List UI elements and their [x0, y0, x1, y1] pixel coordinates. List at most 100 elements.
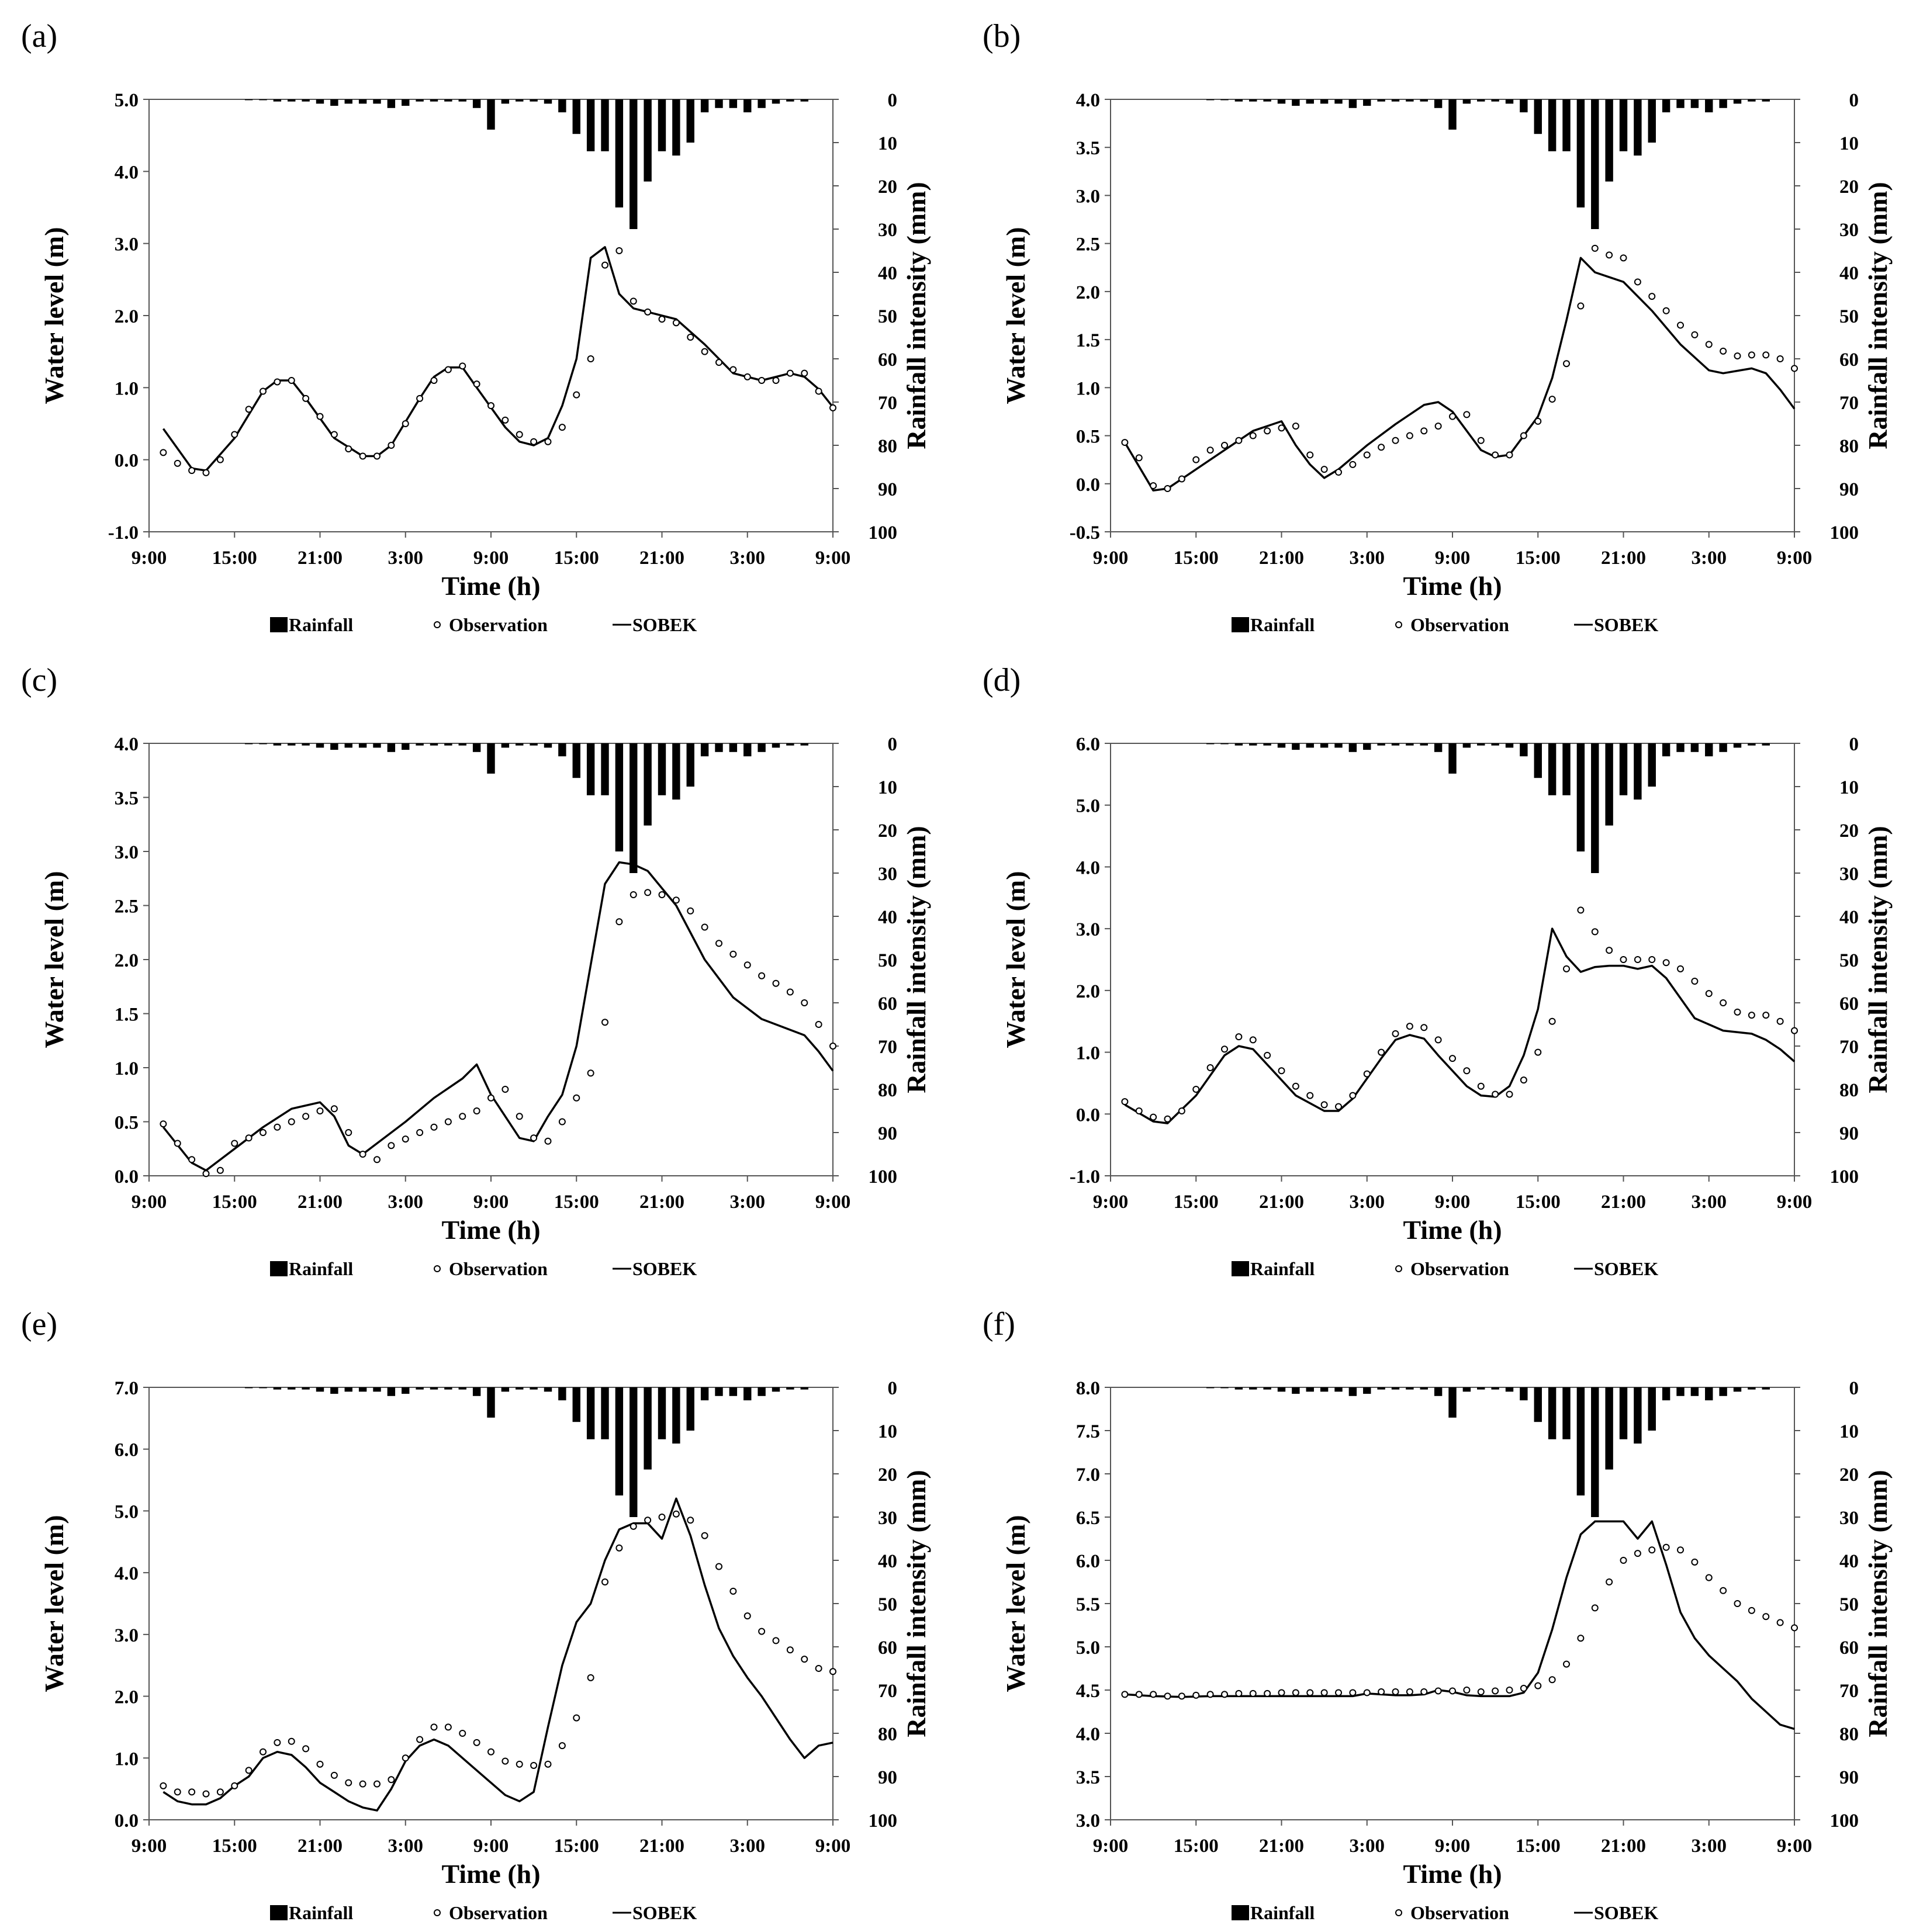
rainfall-bar — [1320, 99, 1329, 104]
y2-tick-label: 10 — [878, 777, 897, 798]
y2-tick-label: 40 — [878, 907, 897, 928]
y-tick-label: 3.0 — [115, 1625, 139, 1646]
y2-tick-label: 40 — [1839, 1551, 1859, 1572]
x-tick-label: 9:00 — [473, 548, 509, 569]
rainfall-bar — [1220, 99, 1229, 101]
x-tick-label: 15:00 — [212, 1836, 257, 1857]
observation-point — [1292, 1082, 1299, 1090]
sobek-line — [162, 861, 834, 1172]
rainfall-bar — [1762, 1387, 1770, 1390]
rainfall-bar — [1748, 743, 1756, 746]
observation-point — [1548, 1017, 1556, 1025]
y2-tick-label: 50 — [878, 306, 897, 327]
rainfall-bar — [644, 99, 652, 182]
y2-tick-label: 100 — [869, 522, 898, 543]
rainfall-bar — [1619, 99, 1628, 151]
rainfall-bar — [1462, 743, 1471, 748]
y2-tick-label: 0 — [1849, 90, 1859, 111]
observation-point — [1164, 485, 1171, 492]
rainfall-bar — [1420, 99, 1428, 102]
y2-tick-label: 30 — [878, 1508, 897, 1529]
water-level-chart: 0.0 0.5 1.0 1.5 2.0 2.5 3.0 3.5 4.0 0 10 20 30 40 50 60… — [39, 734, 931, 1279]
legend-rainfall-swatch — [1232, 1905, 1249, 1920]
y2-tick-label: 80 — [878, 1724, 897, 1745]
rainfall-bar — [358, 743, 367, 748]
observation-point — [743, 373, 751, 380]
observation-point — [615, 1544, 623, 1552]
y2-tick-label: 20 — [878, 1464, 897, 1486]
x-tick-label: 3:00 — [388, 1836, 424, 1857]
plot-frame — [1110, 1387, 1795, 1820]
observation-point — [658, 1514, 666, 1521]
observation-point — [160, 1120, 167, 1128]
y2-tick-label: 50 — [1839, 1594, 1859, 1615]
observation-point — [1705, 990, 1713, 998]
rainfall-bar — [743, 1387, 752, 1401]
observation-point — [615, 918, 623, 926]
rainfall-bar — [1520, 1387, 1528, 1401]
y-tick-label: 5.0 — [115, 90, 139, 111]
y-tick-label: 0.0 — [1076, 1105, 1100, 1126]
rainfall-bar — [530, 99, 538, 102]
observation-point — [1292, 1689, 1299, 1696]
y2-tick-label: 70 — [1839, 1681, 1859, 1702]
observation-point — [1135, 454, 1143, 462]
rainfall-bar — [273, 99, 282, 102]
rainfall-bar — [1477, 743, 1485, 746]
observation-point — [1577, 906, 1585, 914]
rainfall-bar — [1534, 99, 1542, 134]
rainfall-bar — [472, 1387, 481, 1396]
y2-tick-label: 100 — [869, 1166, 898, 1187]
rainfall-bar — [758, 1387, 766, 1396]
y2-tick-label: 70 — [878, 393, 897, 414]
rainfall-bar — [1263, 99, 1271, 102]
observation-point — [359, 1151, 366, 1158]
observation-point — [1534, 417, 1542, 425]
y-tick-label: -1.0 — [1070, 1166, 1100, 1187]
observation-point — [1249, 432, 1257, 439]
y2-tick-label: 80 — [1839, 1724, 1859, 1745]
observation-point — [573, 1714, 580, 1722]
rainfall-bar — [1662, 743, 1670, 757]
y-axis-title: Water level (m) — [1001, 871, 1030, 1048]
rainfall-bar — [1277, 1387, 1286, 1392]
y2-axis-title: Rainfall intensity (mm) — [1863, 1470, 1893, 1737]
water-level-chart: -1.0 0.0 1.0 2.0 3.0 4.0 5.0 6.0 0 10 20 30 40 50 60 70… — [1001, 734, 1893, 1279]
y-tick-label: 4.5 — [1076, 1681, 1100, 1702]
legend-rainfall-label: Rainfall — [289, 614, 353, 635]
rainfall-bar — [586, 1387, 595, 1439]
rainfall-bar — [430, 1387, 438, 1390]
observation-point — [1206, 1064, 1214, 1071]
x-tick-label: 9:00 — [1777, 1836, 1813, 1857]
x-tick-label: 15:00 — [1516, 1192, 1561, 1213]
observation-point — [231, 1140, 238, 1147]
chart-panel-d: (d) -1.0 0.0 1.0 2.0 3.0 4.0 5.0 6.0 0 10 20 30 40 50… — [962, 644, 1923, 1288]
observation-point — [1748, 351, 1755, 359]
rainfall-bar — [387, 99, 396, 108]
rainfall-bar — [244, 743, 253, 745]
legend-rainfall-label: Rainfall — [289, 1258, 353, 1279]
observation-point — [444, 366, 452, 373]
observation-point — [430, 1123, 438, 1131]
observation-point — [444, 1723, 452, 1731]
observation-point — [601, 1019, 608, 1026]
rainfall-bar — [615, 1387, 624, 1495]
rainfall-bar — [1391, 99, 1400, 102]
rainfall-bar — [516, 99, 524, 102]
x-tick-label: 9:00 — [132, 548, 167, 569]
observation-point — [1620, 1557, 1627, 1564]
rainfall-bar — [244, 99, 253, 101]
rainfall-bar — [1676, 743, 1685, 752]
x-tick-label: 3:00 — [1350, 548, 1385, 569]
observation-point — [1206, 1691, 1214, 1698]
x-axis-title: Time (h) — [1403, 1859, 1502, 1889]
observation-point — [558, 1742, 566, 1750]
observation-point — [729, 950, 737, 958]
rainfall-bar — [715, 743, 723, 752]
observation-point — [1164, 1692, 1171, 1700]
observation-point — [1691, 1558, 1699, 1566]
y-tick-label: 4.0 — [1076, 1724, 1100, 1745]
observation-point — [1634, 956, 1641, 963]
rainfall-bar — [1733, 1387, 1742, 1392]
rainfall-bar — [416, 99, 424, 102]
